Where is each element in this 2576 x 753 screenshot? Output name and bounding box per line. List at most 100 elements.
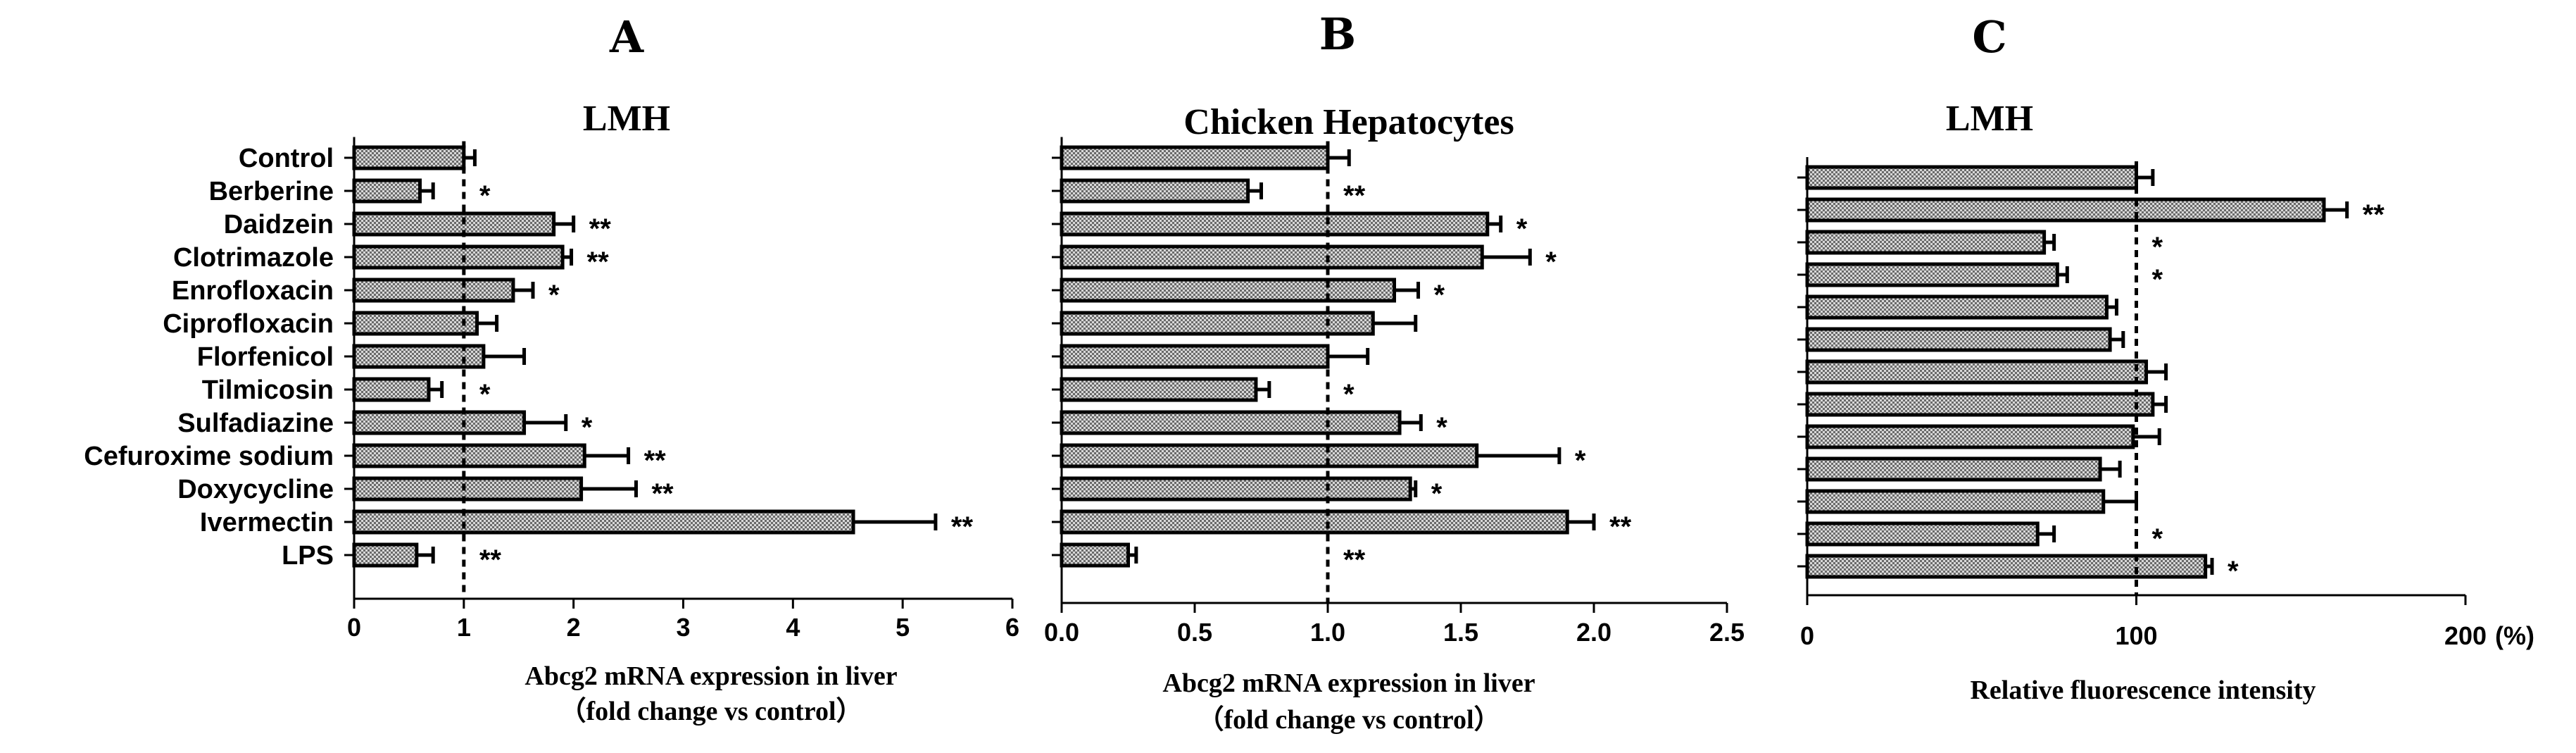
bar xyxy=(352,377,431,402)
significance-mark: ** xyxy=(1343,180,1366,211)
bar xyxy=(1805,294,2109,320)
significance-mark: * xyxy=(1545,247,1557,278)
significance-mark: * xyxy=(2228,556,2239,587)
x-tick-label: 2 xyxy=(567,613,581,642)
bar xyxy=(1805,424,2135,449)
bar xyxy=(1805,197,2326,223)
significance-mark: ** xyxy=(587,247,610,278)
significance-mark: ** xyxy=(589,213,612,244)
x-tick-label: 100 xyxy=(2115,621,2157,650)
category-label: Tilmicosin xyxy=(202,375,334,405)
panel-title: Chicken Hepatocytes xyxy=(1183,102,1514,142)
panel-a: A LMH Abcg2 mRNA expression in liver （fo… xyxy=(84,11,1019,726)
bar xyxy=(1805,392,2155,417)
significance-mark: * xyxy=(479,379,491,410)
panel-letter: A xyxy=(609,11,644,63)
category-label: Enrofloxacin xyxy=(172,276,334,306)
category-label: Doxycycline xyxy=(177,475,334,504)
x-tick-label: 2.0 xyxy=(1576,618,1611,647)
bar xyxy=(352,443,586,468)
significance-mark: ** xyxy=(2363,199,2385,230)
category-label: Florfenicol xyxy=(197,342,334,372)
x-tick-label: 0 xyxy=(1800,621,1814,650)
x-axis-label: Relative fluorescence intensity xyxy=(1970,676,2316,705)
significance-mark: ** xyxy=(644,445,667,476)
bar xyxy=(352,476,584,502)
panel-b: B Chicken Hepatocytes Abcg2 mRNA express… xyxy=(1044,8,1745,735)
bar xyxy=(352,509,855,535)
significance-mark: ** xyxy=(1343,544,1366,575)
bar xyxy=(352,410,527,435)
x-tick-label: 200 xyxy=(2444,621,2487,650)
x-axis-label-line1: Abcg2 mRNA expression in liver xyxy=(1162,668,1535,698)
significance-mark: ** xyxy=(951,511,974,542)
x-tick-label: 1 xyxy=(457,613,471,642)
significance-mark: * xyxy=(1343,379,1355,410)
x-axis-label-line2: （fold change vs control） xyxy=(1197,705,1500,735)
category-label: Ivermectin xyxy=(200,508,334,537)
significance-mark: * xyxy=(1575,445,1586,476)
category-label: Cefuroxime sodium xyxy=(84,442,334,471)
significance-mark: * xyxy=(1431,478,1443,509)
x-tick-label: 6 xyxy=(1005,613,1019,642)
bar xyxy=(352,278,515,303)
bar xyxy=(1060,278,1396,303)
category-label: Ciprofloxacin xyxy=(163,309,334,339)
significance-mark: * xyxy=(2152,264,2163,295)
significance-mark: ** xyxy=(651,478,674,509)
x-tick-label: 0.5 xyxy=(1177,618,1212,647)
panel-c: C LMH (%) Relative fluorescence intensit… xyxy=(1797,11,2534,705)
x-tick-label: 0.0 xyxy=(1044,618,1079,647)
bar xyxy=(352,178,422,204)
x-tick-label: 2.5 xyxy=(1709,618,1745,647)
significance-mark: * xyxy=(548,280,560,311)
bar xyxy=(1805,165,2138,190)
x-axis-label-line2: （fold change vs control） xyxy=(559,697,862,726)
bar xyxy=(1060,443,1479,468)
significance-mark: * xyxy=(1436,412,1447,443)
bar xyxy=(1060,311,1375,336)
x-tick-label: 1.5 xyxy=(1443,618,1478,647)
category-label: LPS xyxy=(282,541,334,571)
bar xyxy=(1805,230,2047,255)
category-label: Control xyxy=(239,144,334,173)
significance-mark: * xyxy=(1434,280,1445,311)
bar xyxy=(1805,456,2102,482)
bar xyxy=(1060,211,1490,237)
bar xyxy=(1060,542,1130,568)
significance-mark: * xyxy=(479,180,491,211)
bar xyxy=(1060,344,1330,369)
category-label: Berberine xyxy=(209,177,334,206)
category-label: Clotrimazole xyxy=(173,243,334,273)
bar xyxy=(352,542,419,568)
significance-mark: ** xyxy=(479,544,502,575)
significance-mark: * xyxy=(1516,213,1528,244)
x-tick-label: 4 xyxy=(786,613,800,642)
bar xyxy=(1805,489,2106,514)
bar xyxy=(1060,377,1258,402)
significance-mark: * xyxy=(582,412,593,443)
bar xyxy=(1060,509,1569,535)
bar xyxy=(352,311,479,336)
bar xyxy=(352,244,565,270)
panel-letter: C xyxy=(1972,11,2006,63)
bar xyxy=(1060,476,1412,502)
significance-mark: ** xyxy=(1609,511,1632,542)
bar xyxy=(1060,145,1330,170)
significance-mark: * xyxy=(2152,232,2163,263)
bar xyxy=(1805,262,2059,287)
x-tick-label: 1.0 xyxy=(1310,618,1345,647)
panel-title: LMH xyxy=(583,99,670,139)
bar xyxy=(1805,521,2040,547)
bar xyxy=(352,145,466,170)
x-axis-unit: (%) xyxy=(2495,621,2534,650)
x-tick-label: 3 xyxy=(676,613,690,642)
bar xyxy=(352,211,556,237)
bar xyxy=(1060,410,1402,435)
x-tick-label: 5 xyxy=(896,613,910,642)
bar xyxy=(352,344,486,369)
bar xyxy=(1060,178,1250,204)
x-axis-label-line1: Abcg2 mRNA expression in liver xyxy=(524,661,897,691)
bar xyxy=(1060,244,1484,270)
